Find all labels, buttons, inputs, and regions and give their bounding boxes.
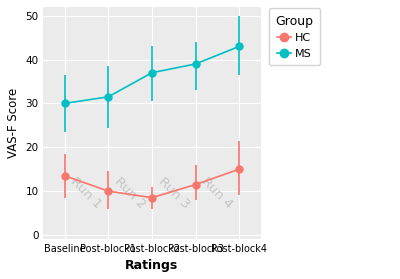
Text: Run 3: Run 3 bbox=[156, 175, 192, 211]
Legend: HC, MS: HC, MS bbox=[269, 8, 320, 65]
Text: Run 1: Run 1 bbox=[68, 175, 104, 211]
X-axis label: Ratings: Ratings bbox=[125, 259, 178, 272]
Y-axis label: VAS-F Score: VAS-F Score bbox=[7, 88, 20, 158]
Text: Run 4: Run 4 bbox=[199, 175, 236, 211]
Text: Run 2: Run 2 bbox=[112, 175, 148, 211]
